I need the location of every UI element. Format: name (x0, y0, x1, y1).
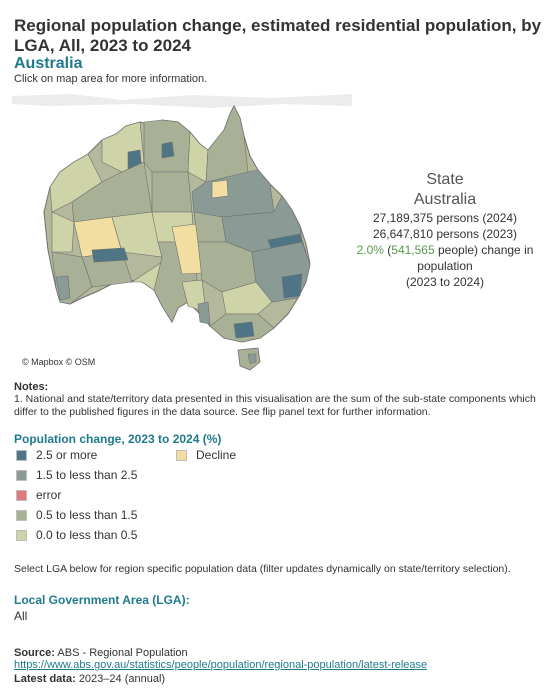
change-pct: 2.0% (356, 243, 384, 257)
legend-swatch (16, 469, 27, 481)
persons-2024: 27,189,375 persons (2024) (372, 211, 518, 225)
legend-label: 0.5 to less than 1.5 (36, 508, 138, 522)
region-adelaide[interactable] (197, 301, 211, 325)
legend-swatch (16, 489, 27, 501)
region-sydney[interactable] (281, 273, 303, 299)
legend-title: Population change, 2023 to 2024 (%) (14, 432, 222, 446)
legend-label: 0.0 to less than 0.5 (36, 528, 138, 542)
change-open-paren: ( (387, 243, 392, 257)
legend-swatch (16, 449, 27, 461)
source-label: Source: (14, 647, 55, 659)
legend-label: error (36, 488, 62, 502)
legend-item-2-5-or-more[interactable]: 2.5 or more (16, 448, 97, 462)
change-period: (2023 to 2024) (405, 275, 485, 289)
region-gascoyne[interactable] (51, 211, 75, 253)
region-hobart[interactable] (247, 353, 257, 365)
source-line: Source: ABS - Regional Population (14, 647, 188, 659)
legend-swatch (176, 449, 187, 461)
region-pilbara[interactable] (49, 153, 103, 213)
legend-item-1-5-to-2-5[interactable]: 1.5 to less than 2.5 (16, 468, 137, 482)
change-suffix: people) change in (438, 243, 534, 257)
state-name: Australia (413, 191, 477, 208)
region-darwin[interactable] (161, 141, 175, 159)
select-lga-note: Select LGA below for region specific pop… (14, 563, 511, 575)
legend-swatch (16, 529, 27, 541)
lga-filter-dropdown[interactable]: All (14, 609, 28, 623)
map-attribution: © Mapbox © OSM (22, 357, 96, 367)
legend-item-0-to-0-5[interactable]: 0.0 to less than 0.5 (16, 528, 137, 542)
legend-swatch (16, 509, 27, 521)
notes-title: Notes: (14, 381, 49, 393)
lga-regions[interactable] (49, 105, 311, 343)
latest-text: 2023–24 (annual) (78, 673, 166, 685)
legend-label: 2.5 or more (36, 448, 98, 462)
legend-item-error[interactable]: error (16, 488, 61, 502)
latest-data-line: Latest data: 2023–24 (annual) (14, 673, 165, 685)
legend-label: Decline (196, 448, 237, 462)
region-melbourne[interactable] (233, 321, 255, 339)
legend-label: 1.5 to less than 2.5 (36, 468, 138, 482)
region-riverina[interactable] (221, 281, 273, 315)
page-title: Regional population change, estimated re… (14, 16, 542, 55)
state-info-panel: State Australia 27,189,375 persons (2024… (355, 170, 535, 290)
notes-text: 1. National and state/territory data pre… (14, 393, 536, 418)
region-subtitle: Australia (14, 55, 83, 72)
region-kalgoorlie[interactable] (91, 247, 129, 263)
map-instruction: Click on map area for more information. (14, 73, 208, 85)
legend-item-0-5-to-1-5[interactable]: 0.5 to less than 1.5 (16, 508, 137, 522)
basemap-land-north (12, 94, 352, 108)
change-tail: population (417, 259, 473, 273)
region-mount-isa[interactable] (211, 179, 229, 199)
source-link[interactable]: https://www.abs.gov.au/statistics/people… (14, 659, 428, 671)
legend-item-decline[interactable]: Decline (176, 448, 236, 462)
change-people: 541,565 (391, 243, 435, 257)
region-perth[interactable] (55, 275, 71, 301)
lga-filter-title: Local Government Area (LGA): (14, 593, 190, 607)
latest-label: Latest data: (14, 673, 76, 685)
persons-2023: 26,647,810 persons (2023) (372, 227, 518, 241)
state-label: State (426, 171, 464, 188)
australia-map-svg[interactable] (12, 92, 352, 372)
source-text: ABS - Regional Population (57, 647, 188, 659)
change-line: 2.0% (541,565 people) change in (355, 242, 535, 258)
choropleth-map[interactable] (12, 92, 352, 372)
region-barkly[interactable] (151, 171, 193, 213)
